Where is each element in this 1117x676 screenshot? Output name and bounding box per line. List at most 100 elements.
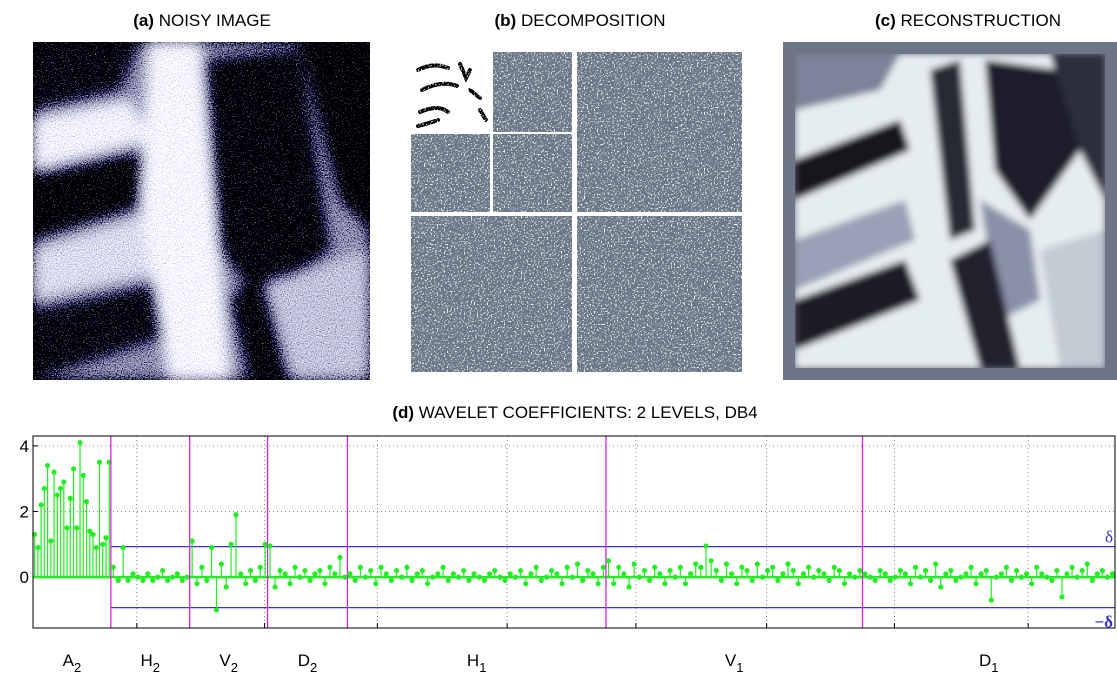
stem-marker [130, 571, 136, 577]
panel-letter: (c) [875, 11, 896, 30]
stem-marker [1003, 564, 1010, 570]
stem-marker [897, 567, 903, 574]
stem-marker [780, 571, 786, 577]
stem-marker [209, 544, 215, 551]
stem-marker [164, 577, 171, 584]
stem-marker [57, 485, 64, 492]
threshold-label: −δ [1094, 613, 1113, 632]
stem-marker [455, 574, 462, 580]
stem-marker [826, 577, 832, 584]
stem-marker [189, 538, 195, 544]
stem-marker [847, 571, 853, 577]
stem-marker [1018, 574, 1025, 580]
stem-marker [213, 607, 220, 613]
stem-marker [1079, 567, 1085, 574]
stem-marker [892, 574, 898, 580]
stem-marker [312, 571, 318, 577]
y-tick-label: 2 [20, 502, 29, 521]
stem-marker [487, 571, 493, 577]
stem-marker [928, 577, 934, 584]
stem-marker [687, 571, 694, 577]
band-letter: D [979, 651, 991, 670]
stem-marker [518, 567, 524, 574]
stem-marker [988, 597, 994, 603]
stem-marker [1024, 571, 1030, 577]
stem-marker [698, 564, 704, 570]
stem-marker [533, 564, 539, 570]
stem-marker [481, 577, 488, 584]
stem-marker [739, 564, 745, 570]
stem-marker [476, 574, 482, 580]
stem-marker [574, 561, 581, 567]
band-subscript: 1 [736, 660, 743, 675]
stem-marker [657, 571, 663, 577]
stem-marker [543, 574, 550, 580]
stem-marker [337, 554, 343, 561]
panel-letter: (a) [133, 11, 154, 30]
stem-marker [862, 571, 868, 577]
stem-marker [963, 571, 969, 577]
plot-frame [32, 435, 1116, 629]
stem-marker [140, 577, 146, 584]
stem-marker [852, 574, 858, 580]
stem-marker [631, 561, 637, 567]
stem-marker [41, 485, 47, 492]
stem-marker [409, 577, 415, 584]
stem-marker [307, 577, 313, 584]
threshold-label: δ [1105, 528, 1113, 547]
stem-marker [115, 577, 121, 584]
stem-marker [682, 581, 689, 587]
stem-marker [626, 584, 632, 590]
stem-marker [600, 564, 606, 570]
band-label: D1 [979, 651, 999, 675]
y-tick-label: 4 [20, 437, 29, 456]
stem-marker [247, 567, 254, 574]
stem-marker [96, 459, 103, 465]
stem-marker [292, 564, 298, 570]
stem-marker [38, 502, 44, 508]
stem-marker [523, 581, 529, 587]
stem-marker [404, 564, 410, 570]
stem-marker [857, 567, 863, 574]
stem-marker [923, 567, 929, 574]
stem-marker [917, 574, 924, 580]
stem-marker [145, 571, 151, 577]
stem-marker [110, 564, 116, 570]
stem-marker [590, 571, 596, 577]
stem-marker [512, 574, 519, 580]
stem-marker [424, 581, 431, 587]
panel-name: NOISY IMAGE [159, 11, 271, 30]
chart-title: (d) WAVELET COEFFICIENTS: 2 LEVELS, DB4 [392, 403, 757, 422]
stem-marker [559, 581, 565, 587]
noisy-image [33, 42, 370, 380]
stem-marker [507, 571, 513, 577]
stem-marker [1029, 581, 1035, 587]
stem-marker [362, 574, 369, 580]
stem-marker [943, 571, 949, 577]
stem-marker [1109, 571, 1116, 577]
stem-marker [435, 571, 441, 577]
chart-letter: (d) [392, 403, 414, 422]
stem-marker [388, 577, 394, 584]
chart-name: WAVELET COEFFICIENTS: 2 LEVELS, DB4 [419, 403, 758, 422]
stem-marker [445, 577, 451, 584]
stem-marker [718, 577, 724, 584]
stem-marker [667, 567, 673, 574]
stem-marker [993, 574, 999, 580]
stem-marker [549, 567, 555, 574]
stem-marker [243, 581, 249, 587]
stem-marker [729, 571, 735, 577]
stem-marker [461, 567, 467, 574]
band-subscript: 2 [153, 660, 160, 675]
stem-marker [528, 571, 534, 577]
stem-marker [233, 512, 239, 518]
stem-marker [968, 564, 974, 570]
stem-marker [744, 567, 750, 574]
stem-marker [708, 558, 714, 564]
stem-marker [998, 571, 1004, 577]
stem-marker [569, 574, 575, 580]
stem-marker [218, 561, 224, 567]
stem-marker [160, 567, 166, 574]
stem-marker [228, 541, 234, 547]
stem-marker [199, 564, 205, 570]
